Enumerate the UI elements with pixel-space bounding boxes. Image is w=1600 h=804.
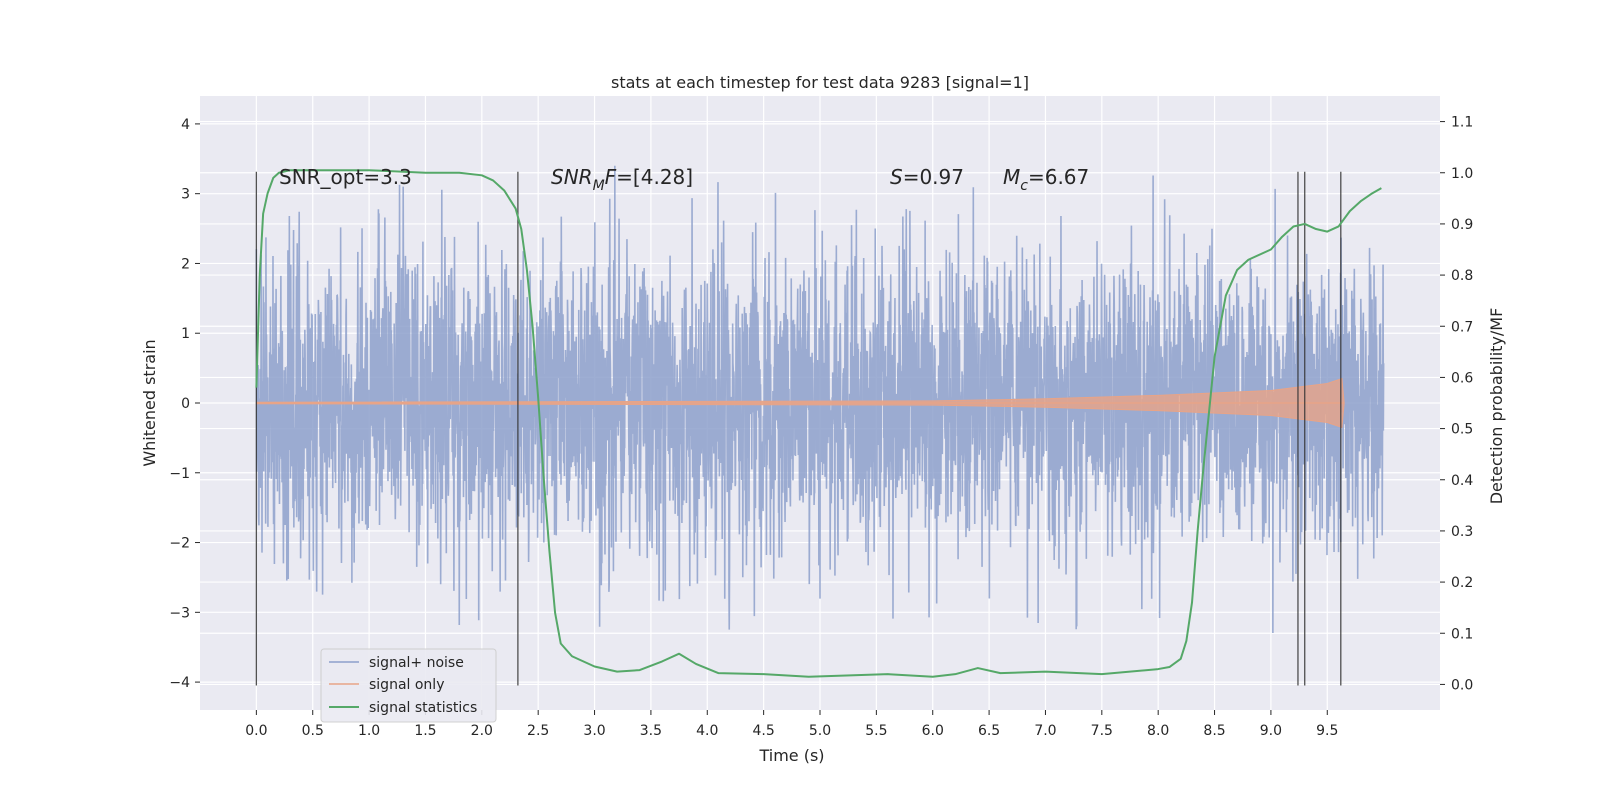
y-tick-label-left: −1 [169,466,190,482]
y-tick-label-right: 0.1 [1451,626,1473,642]
annotation-mc-value: =6.67 [1028,165,1089,189]
annotation-snr-mf-value: =[4.28] [616,165,693,189]
x-tick-label: 4.0 [696,723,718,739]
y-tick-label-right: 0.4 [1451,473,1473,489]
y-tick-label-right: 0.5 [1451,422,1473,438]
y-axis-label-left: Whitened strain [140,339,159,466]
x-tick-label: 3.0 [583,723,605,739]
x-tick-label: 9.5 [1316,723,1338,739]
y-tick-label-right: 0.3 [1451,524,1473,540]
x-tick-label: 0.0 [245,723,267,739]
x-tick-label: 8.0 [1147,723,1169,739]
legend-box [320,648,497,723]
x-tick-label: 1.0 [358,723,380,739]
y-tick-label-right: 0.9 [1451,217,1473,233]
x-tick-label: 2.5 [527,723,549,739]
legend-label-signal-noise: signal+ noise [369,655,464,671]
y-tick-label-left: 2 [181,256,190,272]
annotation-s: S=0.97 [890,165,964,189]
y-tick-label-right: 0.0 [1451,677,1473,693]
signal-statistics-line [255,169,1382,678]
y-tick-label-right: 0.8 [1451,268,1473,284]
x-tick-label: 7.0 [1034,723,1056,739]
y-tick-label-right: 1.1 [1451,115,1473,131]
x-axis-label: Time (s) [758,746,824,765]
y-tick-label-left: 1 [181,326,190,342]
axes-layer: 0.0 0.5 1.0 1.5 2.0 2.5 3.0 3.5 4.0 4.5 5.0 5.5 6.0 6… [169,115,1473,739]
chart-title: stats at each timestep for test data 928… [611,73,1029,92]
legend-label-signal-statistics: signal statistics [369,700,477,716]
x-tick-label: 2.0 [471,723,493,739]
y-tick-label-left: −4 [169,675,190,691]
legend: signal+ noise signal only signal statist… [320,648,497,723]
y-tick-label-right: 1.0 [1451,166,1473,182]
x-tick-label: 5.5 [865,723,887,739]
y-tick-label-left: −3 [169,605,190,621]
data-layer [255,165,1385,686]
y-tick-label-left: −2 [169,536,190,552]
y-axis-label-right: Detection probability/MF [1487,308,1506,505]
x-tick-label: 7.5 [1091,723,1113,739]
annotation-s-value: =0.97 [903,165,964,189]
signal-noise-line [255,165,1385,634]
x-tick-label: 1.5 [414,723,436,739]
x-tick-label: 5.0 [809,723,831,739]
y-tick-label-right: 0.2 [1451,575,1473,591]
legend-label-signal-only: signal only [369,677,444,693]
annotation-snr-mf: SNRMF=[4.28] [551,165,693,194]
x-tick-label: 4.5 [753,723,775,739]
x-tick-label: 6.0 [922,723,944,739]
annotation-snr-opt: SNR_opt=3.3 [279,165,412,189]
y-tick-label-left: 0 [181,396,190,412]
y-tick-label-right: 0.6 [1451,370,1473,386]
y-tick-label-right: 0.7 [1451,319,1473,335]
x-tick-label: 3.5 [640,723,662,739]
x-tick-label: 8.5 [1203,723,1225,739]
y-tick-label-left: 4 [181,117,190,133]
x-tick-label: 9.0 [1260,723,1282,739]
x-tick-label: 0.5 [302,723,324,739]
x-tick-label: 6.5 [978,723,1000,739]
y-tick-label-left: 3 [181,187,190,203]
annotation-mc: Mc=6.67 [1003,165,1089,194]
